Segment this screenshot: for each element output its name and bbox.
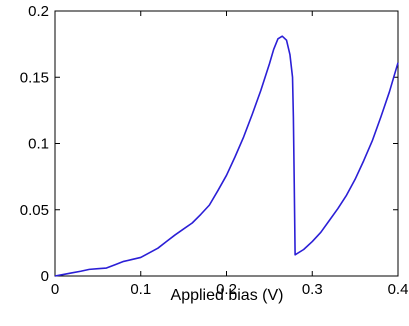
x-axis-ticks: 0 0.1 0.2 0.3 0.4 [51,11,409,298]
y-tick-label: 0.15 [20,69,49,86]
x-tick-label: 0.4 [388,281,409,298]
x-tick-label: 0.1 [130,281,151,298]
x-tick-label: 0.3 [302,281,323,298]
x-tick-label: 0 [51,281,59,298]
y-tick-label: 0.1 [28,136,49,153]
y-tick-label: 0.05 [20,202,49,219]
x-tick-label: 0.2 [216,281,237,298]
y-axis-ticks: 0 0.05 0.1 0.15 0.2 [20,3,398,285]
y-tick-label: 0 [41,268,49,285]
x-axis-label: Applied bias (V) [171,287,284,304]
series-line [54,35,399,277]
y-tick-label: 0.2 [28,3,49,20]
plot-area [54,10,399,277]
